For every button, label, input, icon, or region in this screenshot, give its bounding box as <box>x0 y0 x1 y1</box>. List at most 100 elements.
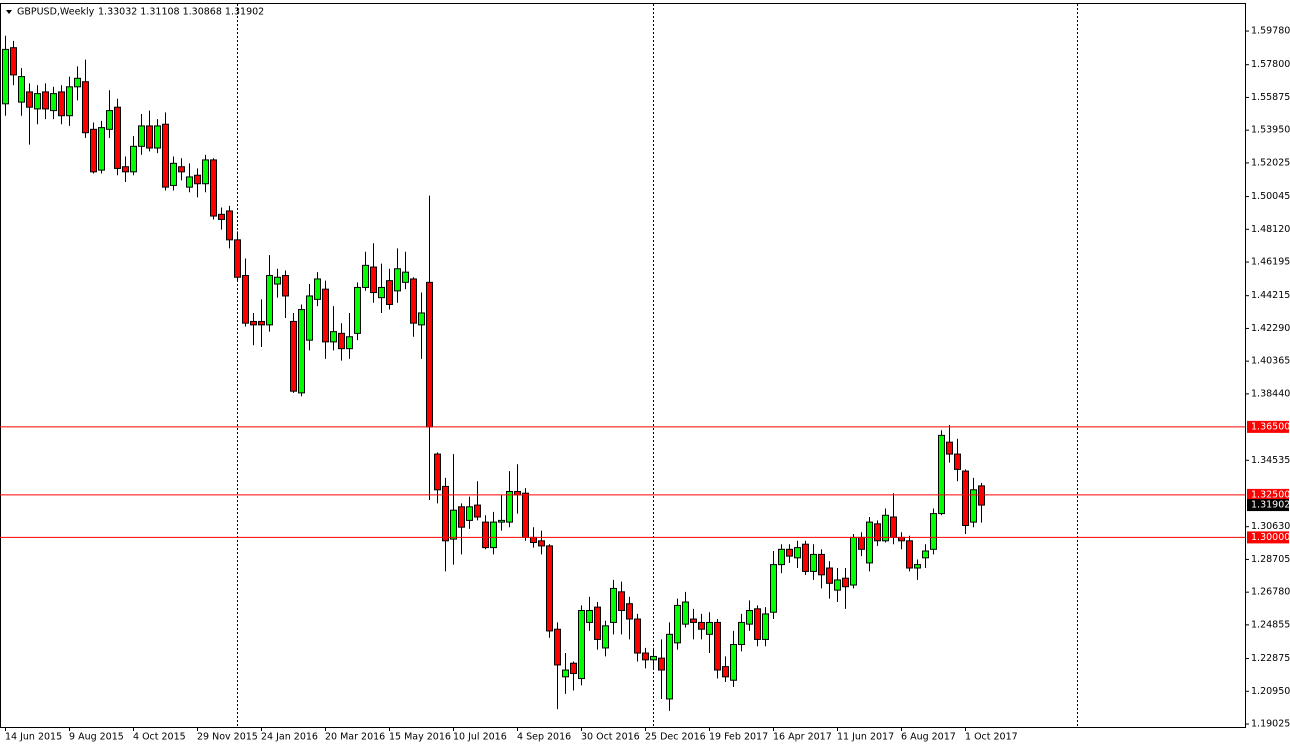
candle-body <box>402 271 409 283</box>
y-tick-label: 1.34535 <box>1251 455 1290 466</box>
candle-body <box>378 286 385 299</box>
candle-body <box>58 91 65 117</box>
candle-body <box>842 577 849 588</box>
candle-body <box>954 453 961 470</box>
candle-body <box>514 490 521 496</box>
candle-body <box>370 266 377 294</box>
candle-body <box>66 86 73 117</box>
candle-body <box>226 210 233 241</box>
candle-body <box>722 666 729 678</box>
candle-body <box>410 278 417 324</box>
x-tick-label: 4 Sep 2016 <box>517 732 571 743</box>
candle-body <box>42 91 49 110</box>
candle-body <box>114 106 121 169</box>
candle-body <box>490 521 497 549</box>
candle-body <box>450 509 457 540</box>
candle-body <box>714 621 721 671</box>
x-tick-label: 20 Mar 2016 <box>325 732 385 743</box>
candle-body <box>194 174 201 185</box>
candle-body <box>106 110 113 130</box>
candle-body <box>562 669 569 678</box>
candle-body <box>322 288 329 343</box>
candle-body <box>730 644 737 681</box>
candle-body <box>970 489 977 523</box>
candle-body <box>898 536 905 542</box>
candle-body <box>442 485 449 542</box>
candle-body <box>530 536 537 544</box>
x-tick-label: 1 Oct 2017 <box>965 732 1018 743</box>
y-tick-label: 1.48120 <box>1251 224 1290 235</box>
candle-body <box>418 312 425 326</box>
candle-body <box>330 331 337 343</box>
x-tick-label: 30 Oct 2016 <box>581 732 640 743</box>
candle-body <box>82 81 89 134</box>
candle-body <box>602 625 609 649</box>
price-tag-label: 1.36500 <box>1251 421 1290 432</box>
x-tick-label: 14 Jun 2015 <box>5 732 62 743</box>
candle-body <box>234 239 241 278</box>
price-tag <box>1247 499 1289 512</box>
candle-body <box>130 145 137 173</box>
candle-body <box>874 523 881 542</box>
y-tick-label: 1.28705 <box>1251 554 1290 565</box>
x-tick-label: 11 Jun 2017 <box>837 732 894 743</box>
candle-body <box>426 281 433 428</box>
candle-body <box>10 47 17 76</box>
y-tick-label: 1.19025 <box>1251 719 1290 730</box>
candle-body <box>202 159 209 185</box>
candle-body <box>794 547 801 559</box>
candle-body <box>570 662 577 674</box>
candle-body <box>146 125 153 149</box>
candle-body <box>98 127 105 171</box>
candle-body <box>2 48 9 105</box>
candle-body <box>706 621 713 635</box>
price-tag-label: 1.32500 <box>1251 489 1290 500</box>
candle-body <box>434 453 441 491</box>
price-tag <box>1247 420 1289 433</box>
candle-body <box>394 268 401 292</box>
candle-body <box>890 516 897 538</box>
candle-body <box>154 125 161 149</box>
plot-frame <box>0 3 1246 728</box>
x-tick-label: 4 Oct 2015 <box>133 732 186 743</box>
x-tick-label: 24 Jan 2016 <box>261 732 318 743</box>
candle-body <box>618 591 625 612</box>
candle-body <box>626 603 633 620</box>
candle-body <box>578 610 585 680</box>
candle-body <box>762 613 769 640</box>
candle-body <box>522 492 529 538</box>
y-tick-label: 1.38440 <box>1251 388 1290 399</box>
candle-body <box>74 77 81 88</box>
x-tick-label: 6 Aug 2017 <box>901 732 956 743</box>
candle-body <box>610 587 617 623</box>
menu-arrow[interactable] <box>6 10 12 14</box>
candle-body <box>850 536 857 586</box>
y-tick-label: 1.55875 <box>1251 92 1290 103</box>
candle-body <box>594 606 601 640</box>
candle-body <box>826 567 833 584</box>
y-tick-label: 1.24855 <box>1251 619 1290 630</box>
candle-body <box>314 278 321 300</box>
candle-body <box>498 519 505 523</box>
candle-body <box>650 655 657 661</box>
candle-body <box>362 264 369 288</box>
candle-body <box>250 320 257 326</box>
candle-body <box>466 506 473 521</box>
candle-body <box>18 76 25 103</box>
candle-body <box>338 332 345 350</box>
candle-body <box>914 564 921 569</box>
candle-body <box>50 93 57 112</box>
x-tick-label: 10 Jul 2016 <box>453 732 507 743</box>
candle-body <box>930 513 937 550</box>
candle-body <box>690 618 697 623</box>
candle-body <box>210 159 217 217</box>
candle-body <box>698 621 705 630</box>
price-tag <box>1247 531 1289 544</box>
y-tick-label: 1.59780 <box>1251 26 1290 37</box>
y-tick-label: 1.52025 <box>1251 157 1290 168</box>
candle-body <box>26 91 33 108</box>
candle-body <box>658 657 665 671</box>
candle-body <box>586 610 593 623</box>
candle-body <box>642 652 649 661</box>
